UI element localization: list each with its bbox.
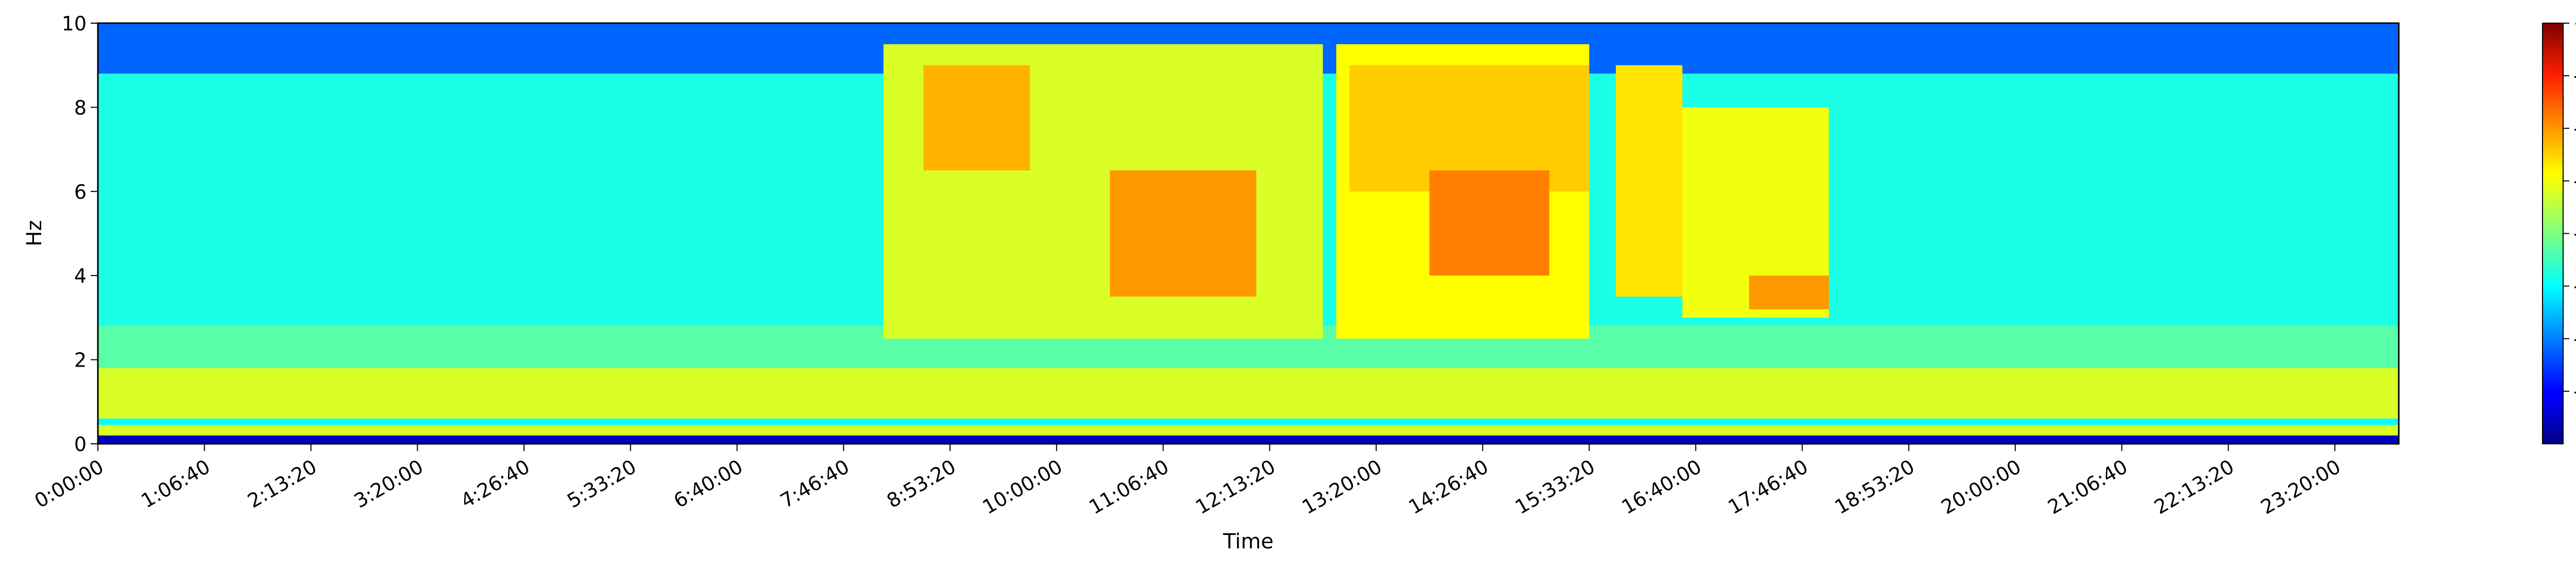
colorbar-tick-label: -20 dB	[2573, 117, 2576, 140]
x-tick-label: 5:33:20	[563, 455, 640, 512]
x-tick-label: 0:00:00	[31, 455, 108, 512]
x-tick-label: 20:00:00	[1937, 455, 2025, 518]
heatmap-region-2	[98, 419, 2399, 425]
plot-frame	[97, 22, 2400, 445]
x-tick-label: 11:06:40	[1085, 455, 1173, 518]
x-tick-label: 12:13:20	[1192, 455, 1279, 518]
colorbar-tick-label: -70 dB	[2573, 380, 2576, 403]
x-tick-label: 8:53:20	[883, 455, 960, 512]
x-tick-label: 3:20:00	[350, 455, 427, 512]
x-tick-label: 21:06:40	[2044, 455, 2131, 518]
x-tick-label: 22:13:20	[2150, 455, 2238, 518]
heatmap-region-9	[1110, 170, 1257, 297]
y-tick-label: 10	[62, 12, 87, 35]
colorbar-tick-label: +0 dB	[2573, 12, 2576, 34]
spectrogram-heatmap	[98, 23, 2399, 444]
x-tick-label: 15:33:20	[1511, 455, 1599, 518]
x-tick-label: 16:40:00	[1618, 455, 1705, 518]
heatmap-region-1	[98, 425, 2399, 436]
colorbar	[2542, 23, 2564, 444]
y-tick-label: 8	[74, 96, 87, 119]
y-tick-label: 2	[74, 349, 87, 372]
colorbar-tick-label: -30 dB	[2573, 169, 2576, 192]
y-tick-label: 6	[74, 181, 87, 203]
heatmap-region-13	[1616, 65, 1683, 297]
heatmap-region-12	[1429, 170, 1550, 276]
x-tick-label: 13:20:00	[1298, 455, 1386, 518]
x-axis-label: Time	[1223, 530, 1274, 553]
heatmap-region-15	[1749, 275, 1829, 309]
x-tick-label: 23:20:00	[2257, 455, 2345, 518]
x-tick-label: 18:53:20	[1831, 455, 1919, 518]
heatmap-region-8	[923, 65, 1030, 170]
colorbar-tick-label: -40 dB	[2573, 222, 2576, 245]
x-tick-label: 1:06:40	[137, 455, 214, 512]
colorbar-tick-label: -10 dB	[2573, 64, 2576, 87]
x-tick-label: 2:13:20	[244, 455, 320, 512]
colorbar-tick-label: -60 dB	[2573, 327, 2576, 350]
x-tick-label: 17:46:40	[1724, 455, 1812, 518]
x-tick-label: 4:26:40	[457, 455, 534, 512]
x-tick-label: 10:00:00	[979, 455, 1066, 518]
y-axis: 0 2 4 6 8 10	[62, 12, 98, 456]
x-tick-label: 6:40:00	[670, 455, 747, 512]
x-tick-label: 14:26:40	[1405, 455, 1493, 518]
colorbar-axis: +0 dB -10 dB -20 dB -30 dB -40 dB -50 dB -60 d…	[2563, 12, 2576, 403]
y-tick-label: 0	[74, 433, 87, 456]
colorbar-tick-label: -50 dB	[2573, 275, 2576, 298]
heatmap-region-3	[98, 368, 2399, 419]
heatmap-region-0	[98, 435, 2399, 444]
x-tick-label: 7:46:40	[776, 455, 853, 512]
y-tick-label: 4	[74, 265, 87, 287]
y-axis-label: Hz	[23, 220, 46, 246]
x-axis: 0:00:00 1:06:40 2:13:20 3:20:00 4:26:40 5:33:…	[31, 444, 2345, 518]
